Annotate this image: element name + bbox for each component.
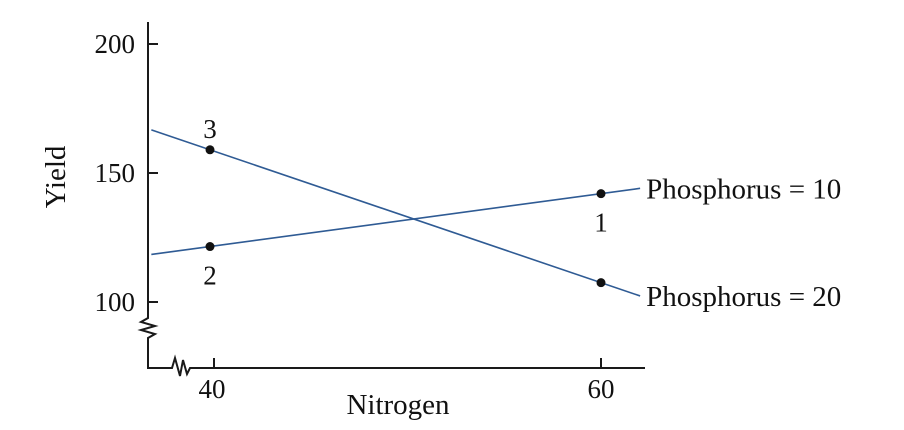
data-point-p20-n60 [596,278,606,288]
axes [137,22,645,377]
series-label-phosphorus-20: Phosphorus = 20 [646,281,841,313]
x-tick-label-40: 40 [199,374,226,404]
series-label-phosphorus-10: Phosphorus = 10 [646,173,841,205]
series-line-phosphorus-20 [151,129,641,297]
data-point-3 [205,145,215,155]
tick-labels: 200 150 100 40 60 [95,29,615,404]
x-tick-label-60: 60 [588,374,615,404]
y-axis-line [137,22,645,377]
y-tick-label-100: 100 [95,287,136,317]
point-label-2: 2 [203,261,217,291]
point-label-3: 3 [203,114,217,144]
series-line-phosphorus-10 [151,187,641,256]
data-point-2 [205,242,215,252]
y-tick-label-200: 200 [95,29,136,59]
y-axis-title: Yield [40,145,72,208]
data-point-1 [596,189,606,199]
x-axis-title: Nitrogen [346,389,450,421]
y-tick-label-150: 150 [95,158,136,188]
point-label-1: 1 [594,208,608,238]
